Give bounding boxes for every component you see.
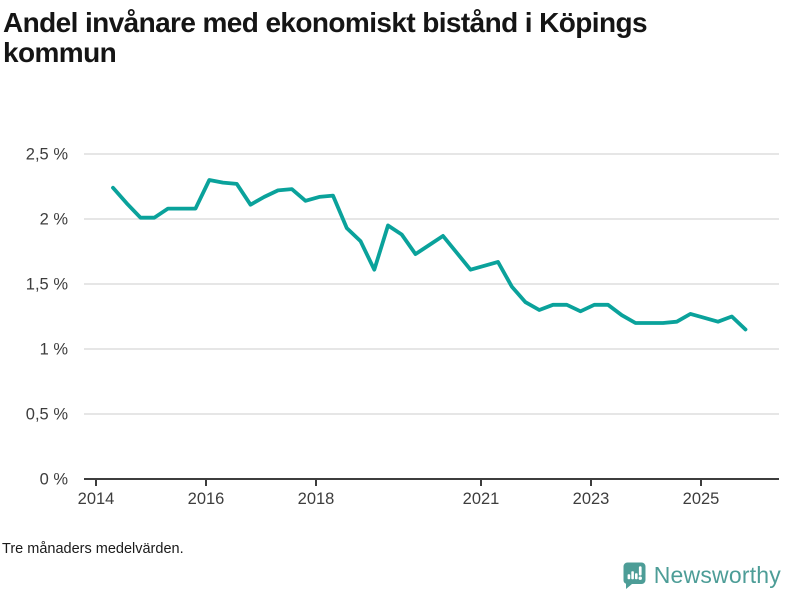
x-tick-label: 2016 <box>188 490 225 508</box>
y-tick-label: 1 % <box>40 341 69 359</box>
y-tick-label: 2 % <box>40 211 69 229</box>
y-tick-label: 1,5 % <box>26 276 69 294</box>
x-tick-label: 2018 <box>298 490 335 508</box>
x-tick-label: 2025 <box>683 490 720 508</box>
x-tick-label: 2023 <box>573 490 610 508</box>
newsworthy-logo[interactable]: Newsworthy <box>623 562 781 589</box>
newsworthy-wordmark: Newsworthy <box>653 562 781 588</box>
y-tick-label: 2,5 % <box>26 146 69 164</box>
y-tick-label: 0 % <box>40 471 69 489</box>
y-tick-label: 0,5 % <box>26 406 69 424</box>
x-tick-label: 2021 <box>463 490 500 508</box>
newsworthy-bubble-chart-icon <box>623 562 646 589</box>
series-line <box>111 178 748 332</box>
x-tick-label: 2014 <box>78 490 115 508</box>
chart-title: Andel invånare med ekonomiskt bistånd i … <box>3 7 648 68</box>
chart-footnote: Tre månaders medelvärden. <box>2 541 184 557</box>
